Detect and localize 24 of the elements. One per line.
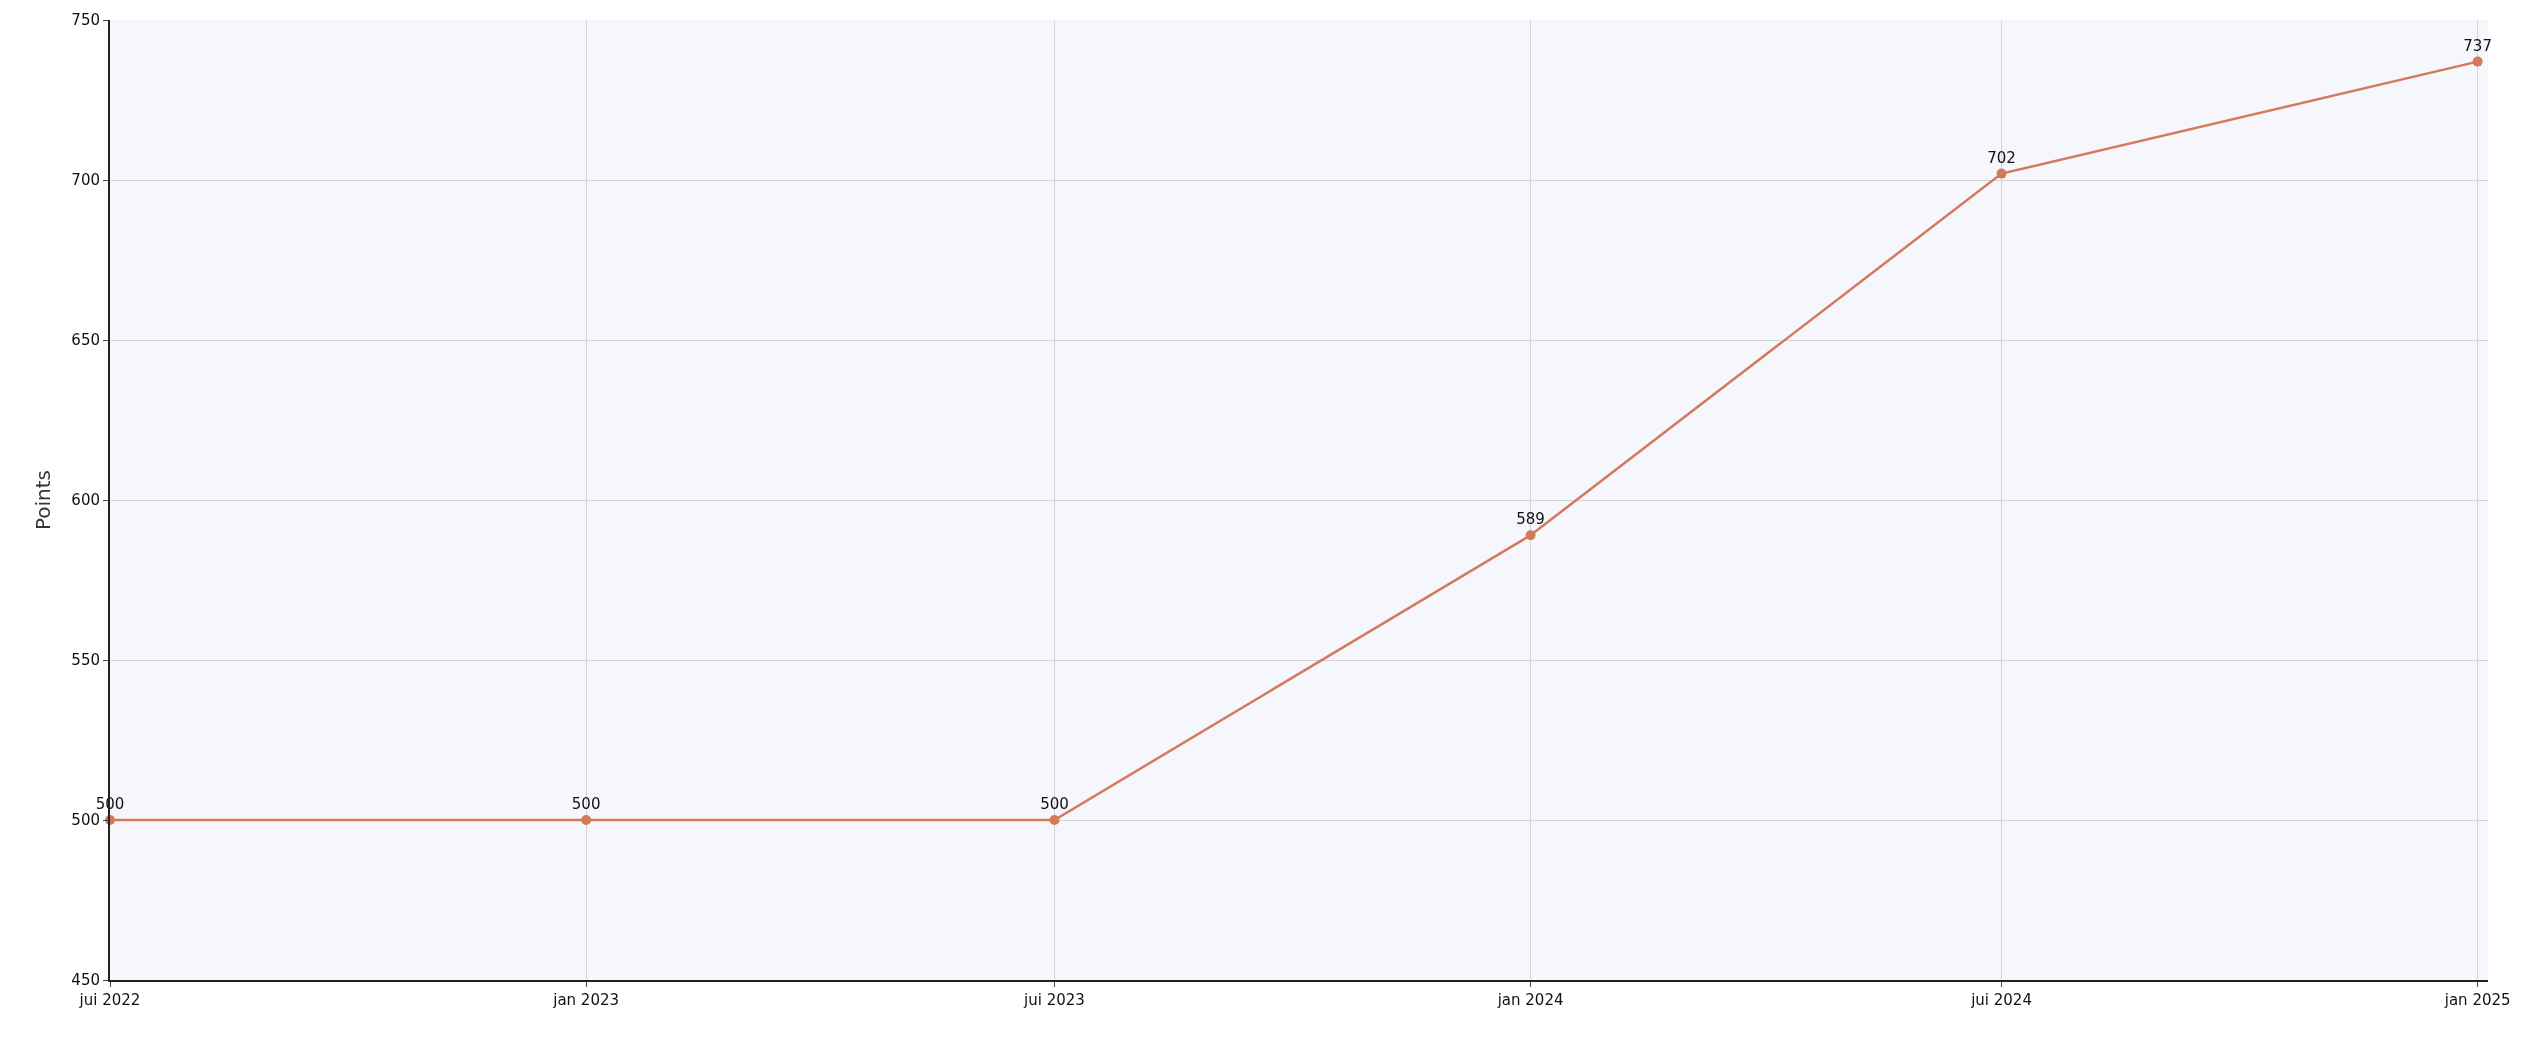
- y-axis-title: Points: [31, 469, 56, 531]
- y-tick-label: 600: [71, 491, 100, 510]
- data-label: 702: [1987, 148, 2016, 167]
- point: [1996, 168, 2007, 179]
- point: [1049, 815, 1060, 825]
- data-label: 500: [1040, 795, 1069, 813]
- y-tick-label: 550: [71, 651, 100, 670]
- point: [581, 815, 592, 825]
- y-tick-label: 750: [71, 11, 100, 30]
- data-label: 589: [1516, 510, 1545, 529]
- y-tick-label: 450: [71, 971, 100, 990]
- data-label: 737: [2463, 36, 2492, 55]
- point: [2472, 56, 2483, 67]
- data-label: 500: [571, 795, 601, 813]
- point: [1525, 530, 1536, 541]
- y-tick-label: 500: [71, 811, 100, 830]
- y-tick-label: 700: [71, 171, 100, 190]
- x-tick-label: jan 2024: [1496, 991, 1564, 1009]
- x-tick-label: jui 2022: [78, 991, 141, 1009]
- x-tick-label: jan 2025: [2443, 991, 2511, 1009]
- x-tick-label: jui 2024: [1970, 991, 2032, 1009]
- y-tick-label: 650: [71, 331, 100, 350]
- x-tick-label: jui 2023: [1023, 991, 1085, 1009]
- x-tick-label: jan 2023: [552, 991, 620, 1009]
